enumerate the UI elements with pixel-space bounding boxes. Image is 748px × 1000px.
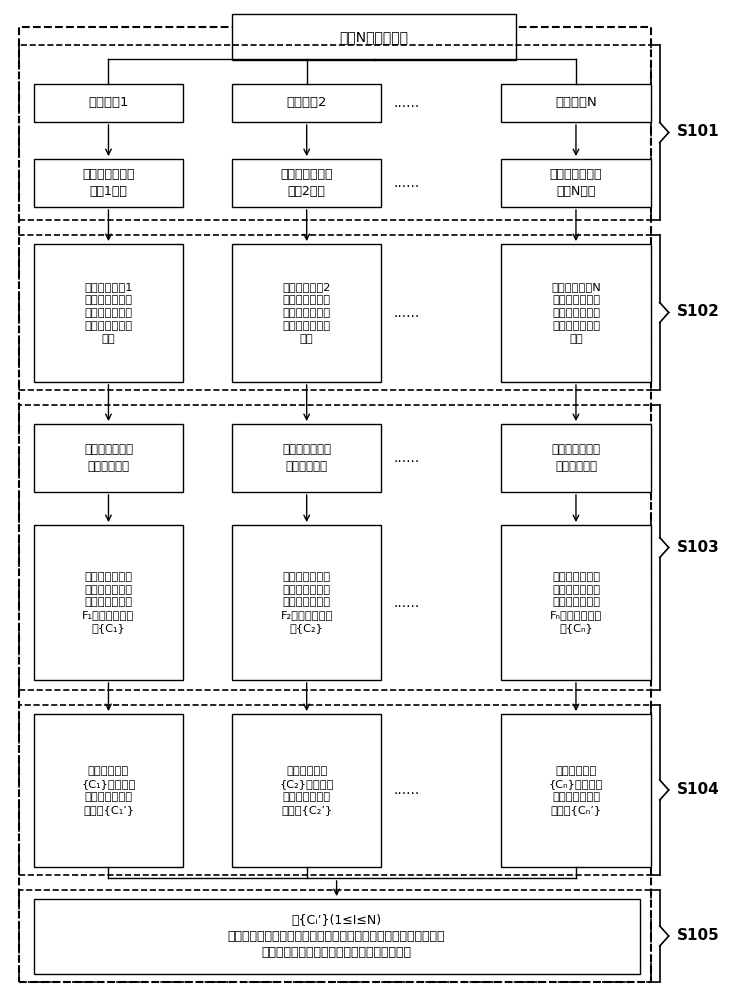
Bar [19,405,651,690]
Bar [501,244,651,382]
Bar [232,424,381,492]
Text: 收集合格产品N
的声音信号并进
行采样处理，转
化为数字化的声
信号: 收集合格产品N 的声音信号并进 行采样处理，转 化为数字化的声 信号 [551,282,601,344]
Text: 施加激励使合格
产品1振动: 施加激励使合格 产品1振动 [82,168,135,198]
Bar [501,525,651,680]
Bar [232,159,381,207]
Bar [34,424,183,492]
Bar [34,525,183,680]
Bar [232,84,381,122]
Text: S104: S104 [677,782,720,798]
Bar [34,244,183,382]
Text: 施加激励使合格
产品2振动: 施加激励使合格 产品2振动 [280,168,333,198]
Text: 合格产品N: 合格产品N [555,97,597,109]
Text: 对声信号频谱进
行曲线拟合，得
到合格曲线函数
F₁及其合格系数
集{C₁}: 对声信号频谱进 行曲线拟合，得 到合格曲线函数 F₁及其合格系数 集{C₁} [82,572,135,633]
Bar [232,244,381,382]
Text: 处理声信号，得
到声信号频谱: 处理声信号，得 到声信号频谱 [84,443,133,473]
Bar [34,899,640,974]
Bar [501,84,651,122]
Text: ......: ...... [393,783,420,797]
Text: 收集合格产品1
的声音信号并进
行采样处理，转
化为数字化的声
信号: 收集合格产品1 的声音信号并进 行采样处理，转 化为数字化的声 信号 [85,282,132,344]
Text: ......: ...... [393,176,420,190]
Bar [501,424,651,492]
Text: 选取N个合格产品: 选取N个合格产品 [340,30,408,44]
Bar [501,714,651,867]
Bar [19,235,651,390]
Bar [34,159,183,207]
Bar [232,714,381,867]
Bar [34,714,183,867]
Text: S105: S105 [677,928,720,944]
Text: 将合格系数集
{C₂}进行归一
化，得到新合格
系数集{C₂’}: 将合格系数集 {C₂}进行归一 化，得到新合格 系数集{C₂’} [280,766,334,815]
Bar [232,525,381,680]
Bar [19,45,651,220]
Text: S102: S102 [677,304,720,320]
Text: 将合格系数集
{Cₙ}进行归一
化，得到新合格
系数集{Cₙ’}: 将合格系数集 {Cₙ}进行归一 化，得到新合格 系数集{Cₙ’} [549,766,603,815]
Text: ......: ...... [393,306,420,320]
Bar [232,14,516,60]
Text: 施加激励使合格
产品N振动: 施加激励使合格 产品N振动 [550,168,602,198]
Text: S101: S101 [677,124,720,139]
Text: 将合格系数集
{C₁}进行归一
化，得到新合格
系数集{C₁’}: 将合格系数集 {C₁}进行归一 化，得到新合格 系数集{C₁’} [82,766,135,815]
Bar [19,705,651,875]
Text: ......: ...... [393,96,420,110]
Text: 处理声信号，得
到声信号频谱: 处理声信号，得 到声信号频谱 [282,443,331,473]
Text: 处理声信号，得
到声信号频谱: 处理声信号，得 到声信号频谱 [551,443,601,473]
Text: 以{Cᵢ’}(1≤I≤N)
分别作为输入参数、合格产品标准值作为输出参数，对产品质量计
算网络进行训练，得到合格产品质量计算模型: 以{Cᵢ’}(1≤I≤N) 分别作为输入参数、合格产品标准值作为输出参数，对产品… [228,914,445,960]
Text: ......: ...... [393,596,420,610]
Bar [19,27,651,982]
Bar [34,84,183,122]
Text: ......: ...... [393,451,420,465]
Text: 收集合格产品2
的声音信号并进
行采样处理，转
化为数字化的声
信号: 收集合格产品2 的声音信号并进 行采样处理，转 化为数字化的声 信号 [283,282,331,344]
Text: 合格产品1: 合格产品1 [88,97,129,109]
Text: 合格产品2: 合格产品2 [286,97,327,109]
Text: 对声信号频谱进
行曲线拟合，得
到合格曲线函数
Fₙ及其合格系数
集{Cₙ}: 对声信号频谱进 行曲线拟合，得 到合格曲线函数 Fₙ及其合格系数 集{Cₙ} [550,572,602,633]
Text: S103: S103 [677,540,720,556]
Text: 对声信号频谱进
行曲线拟合，得
到合格曲线函数
F₂及其合格系数
集{C₂}: 对声信号频谱进 行曲线拟合，得 到合格曲线函数 F₂及其合格系数 集{C₂} [280,572,333,633]
Bar [501,159,651,207]
Bar [19,890,651,982]
